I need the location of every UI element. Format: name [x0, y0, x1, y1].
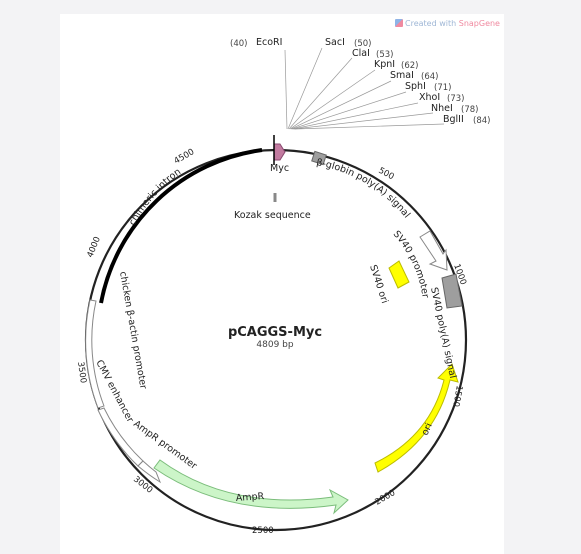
- sv40-polya-shape: [441, 273, 463, 309]
- ampr-promoter-shape: [137, 460, 162, 484]
- site-kpni-pos: (62): [401, 61, 418, 71]
- intron-label-path: chimeric intron: [127, 166, 183, 227]
- tick-4500: 4500: [173, 147, 197, 166]
- tick-3500: 3500: [75, 361, 88, 384]
- sv40-ori-shape: [388, 260, 410, 289]
- chimeric-intron-arc: [99, 148, 263, 304]
- map-panel: [60, 14, 504, 554]
- tick-3000: 3000: [131, 474, 154, 495]
- tick-4000: 4000: [86, 235, 103, 259]
- site-bglii-pos: (84): [473, 116, 490, 126]
- sv40-promoter-shape: [419, 230, 448, 271]
- watermark-brand: SnapGene: [458, 19, 500, 28]
- site-leaders: [284, 47, 445, 130]
- actin-promoter-shape: [85, 299, 105, 409]
- myc-shape: [273, 143, 286, 161]
- site-saci-pos: (50): [354, 39, 371, 49]
- tick-2000: 2000: [374, 488, 398, 507]
- tick-2500: 2500: [252, 526, 274, 536]
- site-ecori-pos: (40): [230, 39, 247, 49]
- snapgene-watermark: Created with SnapGene: [395, 19, 500, 28]
- site-clai-pos: (53): [376, 50, 393, 60]
- globin-polya-shape: [311, 150, 327, 166]
- ori-shape: [374, 363, 459, 473]
- site-nhei-pos: (78): [461, 105, 478, 115]
- tick-1500: 1500: [450, 384, 464, 407]
- site-saci-label: SacI: [325, 37, 345, 48]
- site-nhei-label: NheI: [431, 103, 453, 114]
- actin-label: chicken β-actin promoter: [117, 271, 149, 390]
- globin-label-path: β-globin poly(A) signal: [315, 157, 412, 220]
- sv40-ori-label: SV40 ori: [367, 264, 390, 305]
- snapgene-logo-icon: [395, 19, 403, 27]
- kozak-label: Kozak sequence: [234, 210, 311, 221]
- plasmid-size: 4809 bp: [256, 340, 293, 350]
- plasmid-name: pCAGGS-Myc: [228, 325, 322, 340]
- site-ecori-label: EcoRI: [256, 37, 282, 48]
- intron-label: chimeric intron: [127, 166, 183, 227]
- site-smai-label: SmaI: [390, 70, 414, 81]
- site-sphi-label: SphI: [405, 81, 426, 92]
- site-kpni-label: KpnI: [374, 59, 395, 70]
- ampr-label: AmpR: [235, 491, 264, 504]
- site-sphi-pos: (71): [434, 83, 451, 93]
- feature-shapes: [85, 135, 463, 515]
- site-xhoi-pos: (73): [447, 94, 464, 104]
- site-clai-label: ClaI: [352, 48, 370, 59]
- myc-label: Myc: [270, 163, 289, 174]
- cmv-enhancer-shape: [97, 407, 144, 467]
- ampr-shape: [153, 459, 349, 515]
- globin-label: β-globin poly(A) signal: [315, 157, 412, 220]
- ori-label: ori: [420, 421, 435, 437]
- site-bglii-label: BglII: [443, 114, 464, 125]
- watermark-prefix: Created with: [405, 19, 457, 28]
- site-xhoi-label: XhoI: [419, 92, 440, 103]
- restriction-sites: (40) EcoRI SacI (50) ClaI (53) KpnI (62)…: [230, 37, 490, 126]
- site-smai-pos: (64): [421, 72, 438, 82]
